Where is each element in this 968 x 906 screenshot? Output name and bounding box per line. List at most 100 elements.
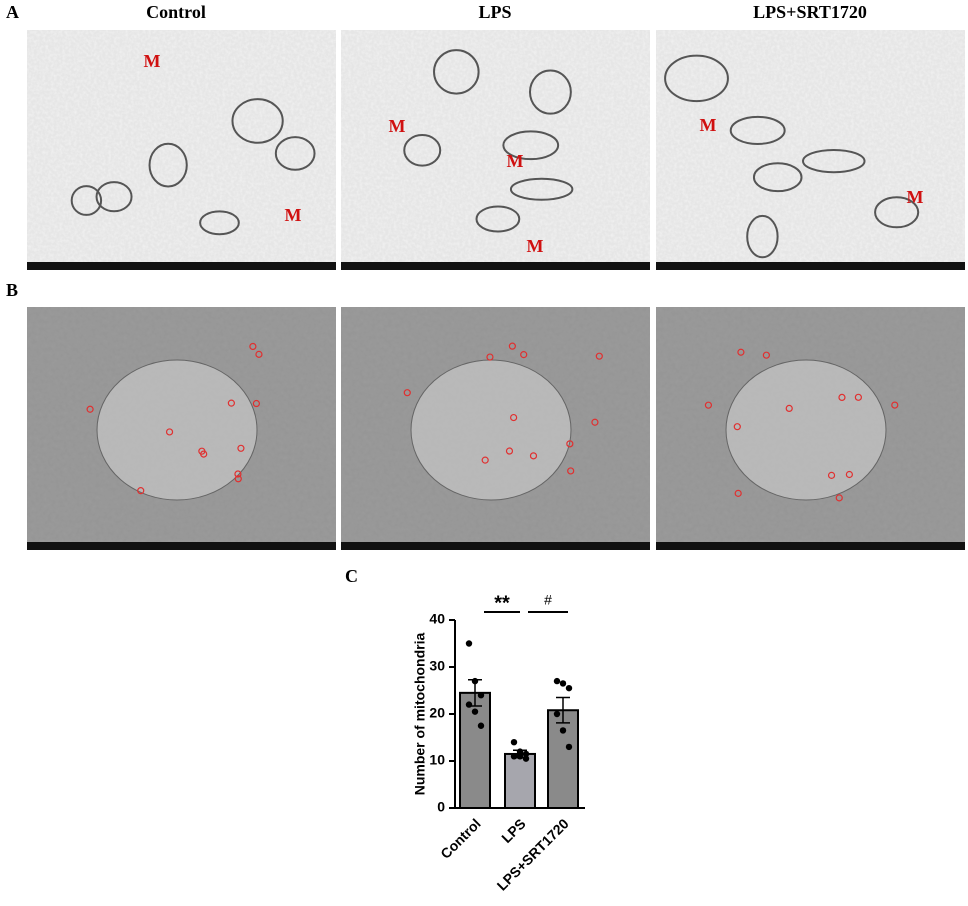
mito-circle xyxy=(200,450,208,458)
organelle xyxy=(199,210,240,236)
mito-circle xyxy=(595,352,603,360)
micrographs xyxy=(27,30,965,550)
mito-circle xyxy=(591,418,599,426)
data-point xyxy=(565,684,573,692)
mito-circle xyxy=(481,456,489,464)
mito-circle xyxy=(510,413,518,422)
mito-circle xyxy=(734,489,742,497)
nucleus xyxy=(410,359,572,501)
mito-marker: M xyxy=(144,51,161,71)
data-point xyxy=(522,750,530,758)
data-point xyxy=(510,739,518,746)
nucleus xyxy=(725,359,887,501)
nucleus xyxy=(96,359,258,501)
organelle xyxy=(802,148,866,174)
data-point xyxy=(553,677,561,685)
y-tick-label: 20 xyxy=(429,705,445,721)
column-header: LPS xyxy=(478,2,511,22)
organelle xyxy=(729,115,786,145)
scale-strip xyxy=(341,542,650,550)
mito-circle xyxy=(737,348,745,356)
organelle xyxy=(528,69,572,115)
data-point xyxy=(559,680,567,687)
organelle xyxy=(502,130,560,161)
panel-label: A xyxy=(6,2,19,22)
mito-circle xyxy=(486,353,494,361)
mito-marker: M xyxy=(285,205,302,225)
mito-circle xyxy=(505,447,514,455)
organelle xyxy=(231,98,284,144)
column-header: LPS+SRT1720 xyxy=(753,2,867,22)
y-tick-label: 0 xyxy=(437,799,445,815)
organelle xyxy=(509,177,574,201)
y-tick-label: 10 xyxy=(429,752,445,768)
organelle xyxy=(95,181,133,213)
mito-marker: M xyxy=(389,116,406,136)
mito-circle xyxy=(508,342,516,350)
mito-circle xyxy=(255,350,263,358)
column-header: Control xyxy=(146,2,206,22)
mito-circle xyxy=(827,471,836,479)
mito-circle xyxy=(237,444,245,452)
data-point xyxy=(471,677,479,685)
x-tick-label: Control xyxy=(437,815,484,862)
mito-marker: M xyxy=(507,151,524,171)
x-tick-label: LPS xyxy=(498,815,529,846)
mito-circle xyxy=(403,389,411,397)
mito-circle xyxy=(165,428,174,436)
bar xyxy=(504,752,536,810)
mito-circle xyxy=(249,342,257,351)
mito-circle xyxy=(838,393,846,402)
mito-circle xyxy=(137,487,145,495)
mito-circle xyxy=(785,404,793,413)
organelle xyxy=(70,185,103,216)
organelle xyxy=(274,136,316,171)
organelle xyxy=(664,54,729,103)
bar-chart: Number of mitochondria 0 10 20 30 40 Control L… xyxy=(412,592,585,894)
mito-circle xyxy=(762,351,770,359)
organelle xyxy=(746,214,779,259)
bar xyxy=(547,709,579,809)
scale-strip xyxy=(27,262,336,270)
data-point xyxy=(477,722,485,729)
scale-strip xyxy=(656,542,965,550)
data-point xyxy=(510,753,518,760)
mito-circle xyxy=(520,351,528,359)
organelle xyxy=(475,205,521,233)
mito-marker: M xyxy=(527,236,544,256)
mito-circle xyxy=(566,440,574,448)
scale-strip xyxy=(656,262,965,270)
panel-label: B xyxy=(6,280,18,300)
data-point xyxy=(471,708,479,715)
sig-label: # xyxy=(544,592,552,608)
organelle xyxy=(874,196,920,229)
sig-label: ** xyxy=(494,592,510,614)
data-point xyxy=(465,640,473,647)
organelle xyxy=(752,162,803,193)
data-point xyxy=(559,727,567,734)
mito-marker: M xyxy=(907,187,924,207)
mito-circle xyxy=(854,393,862,401)
error-bar xyxy=(556,696,570,724)
micrograph-texture xyxy=(341,30,650,270)
mito-circle xyxy=(845,470,853,479)
mito-circle xyxy=(704,401,713,409)
organelle xyxy=(148,142,188,188)
mito-circle xyxy=(529,452,538,460)
data-point xyxy=(465,701,473,708)
data-point xyxy=(553,710,561,718)
micrograph-texture xyxy=(656,30,965,270)
organelle xyxy=(403,134,442,167)
data-point xyxy=(565,743,573,751)
panel-label: C xyxy=(345,566,358,586)
y-tick-label: 30 xyxy=(429,658,445,674)
y-axis-label: Number of mitochondria xyxy=(412,633,428,796)
mito-circle xyxy=(86,405,94,413)
scale-strip xyxy=(341,262,650,270)
mito-circle xyxy=(733,423,741,431)
data-point xyxy=(477,692,485,699)
mito-circle xyxy=(567,467,575,475)
mito-marker: M xyxy=(700,115,717,135)
y-tick-label: 40 xyxy=(429,611,445,627)
